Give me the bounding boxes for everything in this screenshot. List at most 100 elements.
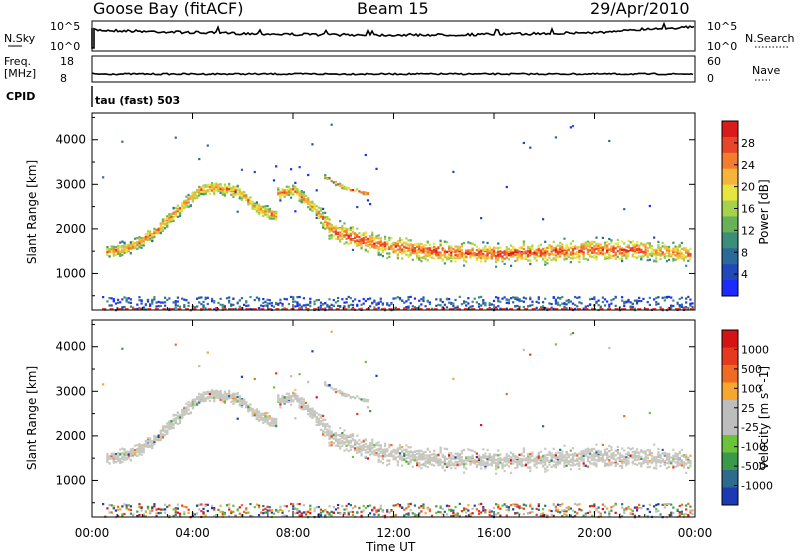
power-cell xyxy=(153,235,156,239)
power-cell xyxy=(676,256,679,259)
velocity-cell xyxy=(210,393,214,396)
power-cell xyxy=(494,308,498,310)
power-cell xyxy=(204,185,207,188)
velocity-cell xyxy=(196,398,199,401)
velocity-cell xyxy=(371,452,374,455)
power-cell xyxy=(187,193,190,197)
power-cell xyxy=(448,248,451,252)
power-cell xyxy=(685,301,688,304)
power-cell xyxy=(672,241,675,244)
power-cell xyxy=(439,299,442,302)
velocity-cell xyxy=(430,453,434,456)
velocity-cell xyxy=(149,510,152,513)
power-cell xyxy=(582,242,585,245)
power-cell xyxy=(123,246,126,249)
power-cell xyxy=(222,308,227,310)
power-cell xyxy=(149,237,152,240)
velocity-cell xyxy=(322,423,325,426)
power-cell xyxy=(529,146,532,149)
power-cell xyxy=(281,308,284,311)
velocity-cell xyxy=(266,421,269,424)
power-cell xyxy=(541,258,545,261)
power-cell xyxy=(213,193,216,196)
velocity-cell xyxy=(319,511,323,514)
power-cell xyxy=(317,206,320,209)
velocity-cell xyxy=(390,454,393,458)
power-cell xyxy=(272,211,276,214)
power-cell xyxy=(324,302,327,305)
power-cell xyxy=(652,308,657,310)
power-cell xyxy=(452,304,455,307)
power-cell xyxy=(546,262,549,265)
velocity-cell xyxy=(311,350,314,353)
power-cell xyxy=(272,214,276,217)
power-cell xyxy=(610,249,613,253)
power-cell xyxy=(232,188,235,191)
power-cell xyxy=(166,223,169,226)
power-cell xyxy=(657,302,660,305)
power-cell xyxy=(599,252,602,255)
power-cell xyxy=(377,245,380,249)
velocity-cell xyxy=(428,509,432,513)
power-cell xyxy=(336,296,340,300)
power-cell xyxy=(221,189,224,193)
power-cell xyxy=(142,306,145,309)
power-cell xyxy=(663,252,666,256)
power-cell xyxy=(289,168,293,171)
power-cell xyxy=(606,249,609,252)
power-cell xyxy=(365,308,370,310)
velocity-cell xyxy=(255,503,259,506)
velocity-cell xyxy=(193,399,197,402)
power-cell xyxy=(383,244,387,247)
power-cell xyxy=(155,301,158,304)
power-cell xyxy=(326,222,329,226)
power-cell xyxy=(678,307,681,310)
power-cell xyxy=(439,254,442,258)
velocity-cell xyxy=(262,508,265,511)
power-cell xyxy=(139,308,144,310)
velocity-cell xyxy=(176,422,179,425)
power-cell xyxy=(450,245,453,248)
power-cell xyxy=(204,296,207,299)
velocity-cell xyxy=(270,511,273,514)
power-cell xyxy=(328,230,331,233)
velocity-cell xyxy=(125,450,128,454)
velocity-cell xyxy=(309,504,312,507)
velocity-cell xyxy=(240,405,244,408)
velocity-cell xyxy=(155,439,158,442)
power-cell xyxy=(366,199,370,202)
power-cell xyxy=(576,255,579,259)
power-cell xyxy=(354,242,357,245)
power-cell xyxy=(458,295,461,298)
velocity-cell xyxy=(134,452,137,455)
velocity-cell xyxy=(161,425,165,428)
velocity-cell xyxy=(119,448,122,451)
velocity-cell xyxy=(178,419,182,422)
power-cell xyxy=(262,301,265,304)
power-cell xyxy=(138,296,141,299)
power-cell xyxy=(196,194,199,197)
power-cell xyxy=(289,193,293,196)
power-cell xyxy=(362,191,365,194)
velocity-cell xyxy=(232,395,235,398)
velocity-cell xyxy=(208,399,212,402)
power-cell xyxy=(221,188,224,191)
velocity-cell xyxy=(309,411,312,414)
power-cell xyxy=(210,297,214,301)
power-cell xyxy=(147,308,152,310)
velocity-cell xyxy=(204,392,207,395)
power-cell xyxy=(539,243,543,246)
power-cell xyxy=(401,257,404,260)
velocity-cell xyxy=(396,451,399,454)
velocity-cell xyxy=(309,512,312,515)
velocity-cell xyxy=(317,413,320,416)
power-cell xyxy=(501,251,504,254)
power-cell xyxy=(208,185,212,189)
power-cell xyxy=(371,233,374,236)
power-cell xyxy=(219,182,222,186)
velocity-cell xyxy=(426,507,429,510)
velocity-cell xyxy=(166,424,169,427)
velocity-cell xyxy=(234,399,237,402)
velocity-cell xyxy=(375,443,378,447)
velocity-cell xyxy=(428,455,432,459)
